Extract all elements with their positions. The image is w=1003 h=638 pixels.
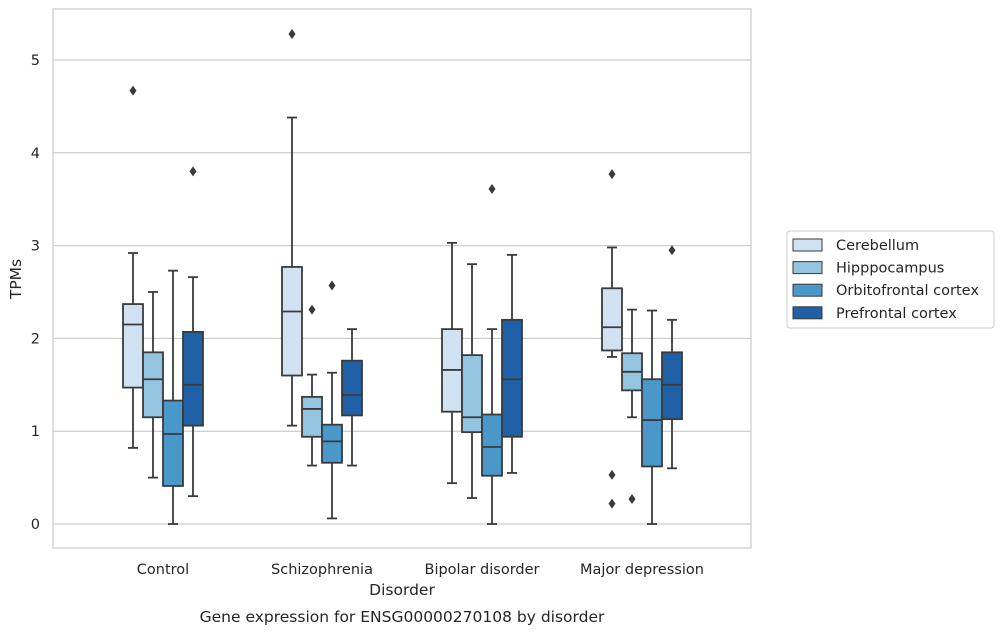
box [321,423,343,464]
outlier-point [189,166,197,177]
box [601,287,623,352]
box-group [182,166,204,498]
legend-label: Prefrontal cortex [836,306,957,322]
box [481,413,503,477]
outlier-point [328,280,336,291]
legend-item: Prefrontal cortex [792,306,957,322]
outlier-point [608,469,616,480]
outlier-point [628,493,636,504]
legend-swatch [792,283,823,297]
box [641,378,663,468]
legend-label: Cerebellum [836,238,919,254]
y-tick-label: 2 [31,331,40,347]
legend-swatch [792,261,823,275]
y-tick-label: 1 [31,424,40,440]
legend-item: Hipppocampus [792,261,944,277]
outlier-point [288,29,296,40]
box [301,395,323,438]
outlier-point [488,183,496,194]
y-tick-label: 4 [31,146,40,162]
x-axis-ticks: Control Schizophrenia Bipolar disorder Majo… [137,562,704,578]
legend-swatch [792,306,823,320]
box-group [281,29,303,427]
x-tick-label: Schizophrenia [271,562,373,578]
outlier-point [608,498,616,509]
box-group [621,308,643,504]
box-group [501,253,523,474]
y-tick-label: 3 [31,239,40,255]
x-tick-label: Control [137,562,189,578]
box-group [162,269,184,525]
box-group [661,245,683,470]
box-group [341,328,363,467]
box [182,331,204,427]
chart-caption: Gene expression for ENSG00000270108 by d… [200,608,605,626]
box-group [641,309,663,525]
box-group [481,183,503,525]
box-group [301,304,323,467]
outlier-point [668,245,676,256]
box-group [122,85,144,449]
box-group [321,280,343,520]
legend-frame [786,230,995,329]
box [661,351,683,421]
y-axis-title: TPMs [7,259,25,300]
legend: Cerebellum Hipppocampus Orbitofrontal cort… [786,230,995,329]
x-tick-label: Bipolar disorder [425,562,540,578]
legend-item: Orbitofrontal cortex [792,283,979,299]
box [461,354,483,434]
x-axis-title: Disorder [369,581,435,599]
outlier-point [608,169,616,180]
box [122,303,144,389]
box-group [461,263,483,499]
box [341,359,363,417]
y-axis-ticks: 0 1 2 3 4 5 [31,53,40,533]
y-tick-label: 0 [31,517,40,533]
box [501,318,523,438]
legend-label: Hipppocampus [836,261,944,277]
box [142,351,164,419]
box [162,399,184,487]
box [281,266,303,377]
legend-swatch [792,238,823,252]
box-group [601,169,623,509]
outlier-point [308,304,316,315]
outlier-point [129,85,137,96]
legend-item: Cerebellum [792,238,919,254]
plot-frame [52,8,752,549]
x-tick-label: Major depression [580,562,704,578]
box-series [122,29,683,525]
legend-label: Orbitofrontal cortex [836,283,979,299]
box-group [142,291,164,479]
box-group [441,241,463,485]
y-tick-label: 5 [31,53,40,69]
